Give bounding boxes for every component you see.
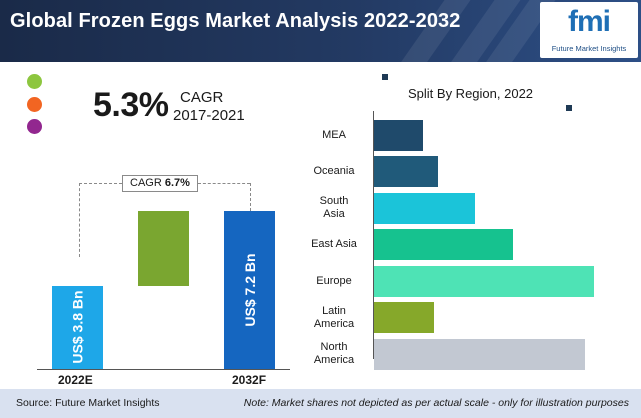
header-banner: Global Frozen Eggs Market Analysis 2022-… [0,0,641,62]
decorative-square [382,74,388,80]
region-bar-south-asia [374,192,475,224]
region-label: Europe [298,275,370,288]
region-label-line: MEA [322,128,346,141]
bar-2022e: US$ 3.8 Bn [52,285,103,369]
logo-subtitle: Future Market Insights [551,44,627,53]
region-bar-latin-america [374,302,434,333]
region-chart-title: Split By Region, 2022 [408,86,534,101]
footer-note: Note: Market shares not depicted as per … [243,397,629,409]
cagr-past-label: CAGR [180,89,224,106]
cagr-connector-right [198,183,250,184]
bar-2032f: US$ 7.2 Bn [224,211,275,369]
page-title: Global Frozen Eggs Market Analysis 2022-… [10,10,461,32]
region-label-line: Europe [316,274,352,287]
cagr-forecast-box: CAGR 6.7% [122,175,198,192]
source-text: Source: Future Market Insights [16,397,160,409]
bar-increment [138,211,189,286]
region-bar-north-america [374,338,586,370]
region-label-line: East Asia [311,238,357,250]
region-label: Latin America [298,305,370,331]
region-bar-oceania [374,156,438,187]
region-label-line: South [319,195,349,207]
region-label-line: America [313,354,355,366]
region-bar-europe [374,265,595,297]
cagr-connector-left-drop [79,183,80,257]
region-label-line: North [320,341,348,353]
decorative-square [566,105,572,111]
region-y-axis [373,111,374,359]
fmi-logo: fmi Future Market Insights [540,2,638,58]
x-axis-line [37,369,290,370]
region-label: South Asia [298,195,370,221]
bar-value-label-2022e: US$ 3.8 Bn [69,290,86,364]
region-label-line: Asia [323,208,345,220]
legend-dot-orange [27,97,42,112]
region-label-line: Oceania [313,165,355,177]
legend-dot-green [27,74,42,89]
region-label: Oceania [298,165,370,178]
bar-value-label-2032f: US$ 7.2 Bn [241,253,258,327]
x-tick-2032f: 2032F [232,373,267,387]
cagr-past-period: 2017-2021 [173,107,245,124]
region-bar-east-asia [374,229,513,260]
region-label-line: America [313,317,355,330]
legend-dot-purple [27,119,42,134]
cagr-forecast-label: CAGR [130,177,162,189]
region-label-line: Latin [322,304,346,317]
cagr-connector-right-drop [250,183,251,211]
footer-bar: Source: Future Market Insights Note: Mar… [0,389,641,418]
cagr-past-value: 5.3% [93,86,169,124]
region-bar-mea [374,119,423,151]
cagr-connector-left [79,183,122,184]
cagr-forecast-value: 6.7% [164,177,190,189]
region-label: East Asia [298,238,370,251]
region-label: North America [298,341,370,367]
region-label: MEA [298,129,370,142]
logo-text: fmi [568,5,611,38]
x-tick-2022e: 2022E [58,373,93,387]
